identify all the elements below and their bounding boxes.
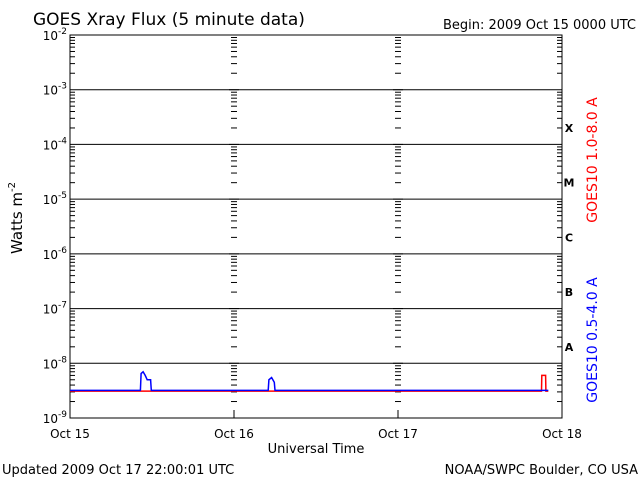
y-tick-label: 10-8 <box>43 355 68 371</box>
series-line <box>70 370 549 392</box>
y-tick-base: 10 <box>43 412 58 426</box>
y-tick-exponent: -3 <box>58 82 67 92</box>
y-tick-label: 10-9 <box>43 410 68 426</box>
flare-class-label: A <box>565 341 574 354</box>
plot-frame <box>69 34 563 419</box>
y-tick-exponent: -6 <box>58 246 67 256</box>
x-axis-title: Universal Time <box>268 442 365 457</box>
flare-class-label: B <box>565 286 573 299</box>
y-tick-base: 10 <box>43 357 58 371</box>
y-axis-title-text: Watts m <box>8 192 26 254</box>
x-tick-label: Oct 17 <box>378 427 418 441</box>
y-tick-label: 10-5 <box>43 191 67 207</box>
x-tick-label: Oct 16 <box>214 427 254 441</box>
y-tick-base: 10 <box>43 84 58 98</box>
series-line <box>70 374 549 392</box>
y-tick-label: 10-7 <box>43 301 67 317</box>
y-tick-label: 10-4 <box>43 136 68 152</box>
y-tick-base: 10 <box>43 138 58 152</box>
y-tick-exponent: -9 <box>58 410 67 420</box>
flare-class-label: C <box>565 231 573 244</box>
y-tick-exponent: -7 <box>58 301 67 311</box>
legend-entry: GOES10 0.5-4.0 A <box>585 277 601 403</box>
y-tick-exponent: -5 <box>58 191 67 201</box>
y-axis-title-exponent: -2 <box>7 182 18 192</box>
flare-class-label: M <box>564 177 575 190</box>
y-tick-base: 10 <box>43 29 58 43</box>
x-tick-label: Oct 15 <box>50 427 90 441</box>
y-tick-label: 10-3 <box>43 82 67 98</box>
flare-class-label: X <box>565 122 574 135</box>
footer-updated: Updated 2009 Oct 17 22:00:01 UTC <box>2 463 234 478</box>
x-tick-label: Oct 18 <box>542 427 582 441</box>
y-axis-title: Watts m-2 <box>7 182 26 254</box>
y-tick-label: 10-6 <box>43 246 68 262</box>
begin-label: Begin: 2009 Oct 15 0000 UTC <box>443 18 636 33</box>
y-tick-label: 10-2 <box>43 27 67 43</box>
chart-title: GOES Xray Flux (5 minute data) <box>33 10 305 30</box>
y-tick-exponent: -8 <box>58 355 67 365</box>
y-tick-exponent: -2 <box>58 27 67 37</box>
footer-credit: NOAA/SWPC Boulder, CO USA <box>445 463 638 478</box>
y-tick-base: 10 <box>43 248 58 262</box>
y-tick-base: 10 <box>43 193 58 207</box>
legend-entry: GOES10 1.0-8.0 A <box>585 97 601 223</box>
y-tick-base: 10 <box>43 303 58 317</box>
y-tick-exponent: -4 <box>58 136 67 146</box>
